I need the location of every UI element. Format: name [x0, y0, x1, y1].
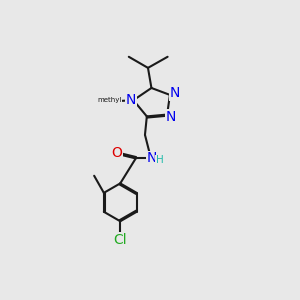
Text: N: N — [147, 152, 157, 165]
Text: N: N — [166, 110, 176, 124]
Text: N: N — [125, 93, 136, 107]
Text: methyl: methyl — [98, 97, 122, 103]
Text: H: H — [156, 155, 164, 165]
Text: Cl: Cl — [113, 233, 127, 247]
Text: O: O — [111, 146, 122, 160]
Text: N: N — [169, 86, 180, 100]
